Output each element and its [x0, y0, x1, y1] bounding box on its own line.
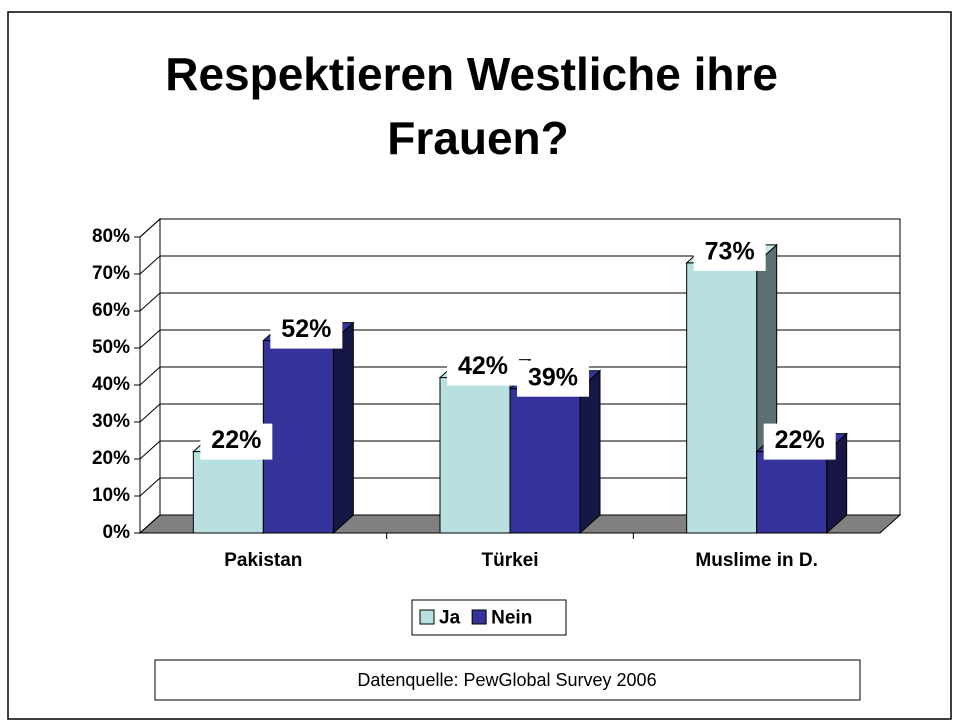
legend-label: Ja [439, 608, 461, 629]
value-label-bg [763, 423, 836, 460]
y-tick-label: 40% [92, 374, 130, 395]
source-box [154, 659, 861, 701]
chart-title: Respektieren Westliche ihre Frauen? [165, 48, 791, 164]
value-label: 22% [211, 426, 261, 454]
value-label: 73% [705, 238, 755, 266]
y-tick-label: 10% [92, 485, 130, 506]
bar [439, 377, 511, 534]
legend-box [411, 599, 567, 636]
value-label: 39% [528, 363, 578, 391]
grid-line [139, 218, 900, 238]
grid-line [139, 292, 900, 312]
value-label: 42% [458, 352, 508, 380]
grid-line [139, 403, 900, 423]
y-tick-label: 0% [103, 522, 131, 543]
bar-side [332, 321, 354, 535]
bar [192, 451, 264, 534]
grid-line [139, 366, 900, 386]
legend-swatch [471, 609, 487, 625]
x-tick-label: Türkei [481, 550, 538, 571]
x-tick-label: Pakistan [224, 550, 302, 571]
y-tick-label: 50% [92, 337, 130, 358]
value-label-bg [447, 349, 519, 386]
bar [509, 388, 581, 534]
value-label: 22% [775, 426, 825, 454]
y-tick-label: 20% [92, 448, 130, 469]
grid-line [139, 514, 900, 534]
legend-swatch [419, 609, 435, 625]
grid-line [139, 440, 900, 460]
grid-line [139, 255, 900, 275]
value-label-bg [517, 360, 589, 397]
grid-line [139, 329, 900, 349]
legend-label: Nein [491, 608, 532, 629]
value-label-bg [200, 423, 273, 460]
value-label-bg [270, 312, 343, 349]
value-label-bg [693, 234, 766, 271]
x-tick-label: Muslime in D. [695, 550, 817, 571]
source: Datenquelle: PewGlobal Survey 2006 [357, 670, 656, 690]
bar [262, 340, 334, 534]
y-tick-label: 80% [92, 226, 130, 247]
grid-line [139, 477, 900, 497]
y-tick-label: 70% [92, 263, 130, 284]
bar [686, 262, 758, 534]
y-tick-label: 60% [92, 300, 130, 321]
bar [756, 451, 828, 534]
y-tick-label: 30% [92, 411, 130, 432]
value-label: 52% [281, 315, 331, 343]
